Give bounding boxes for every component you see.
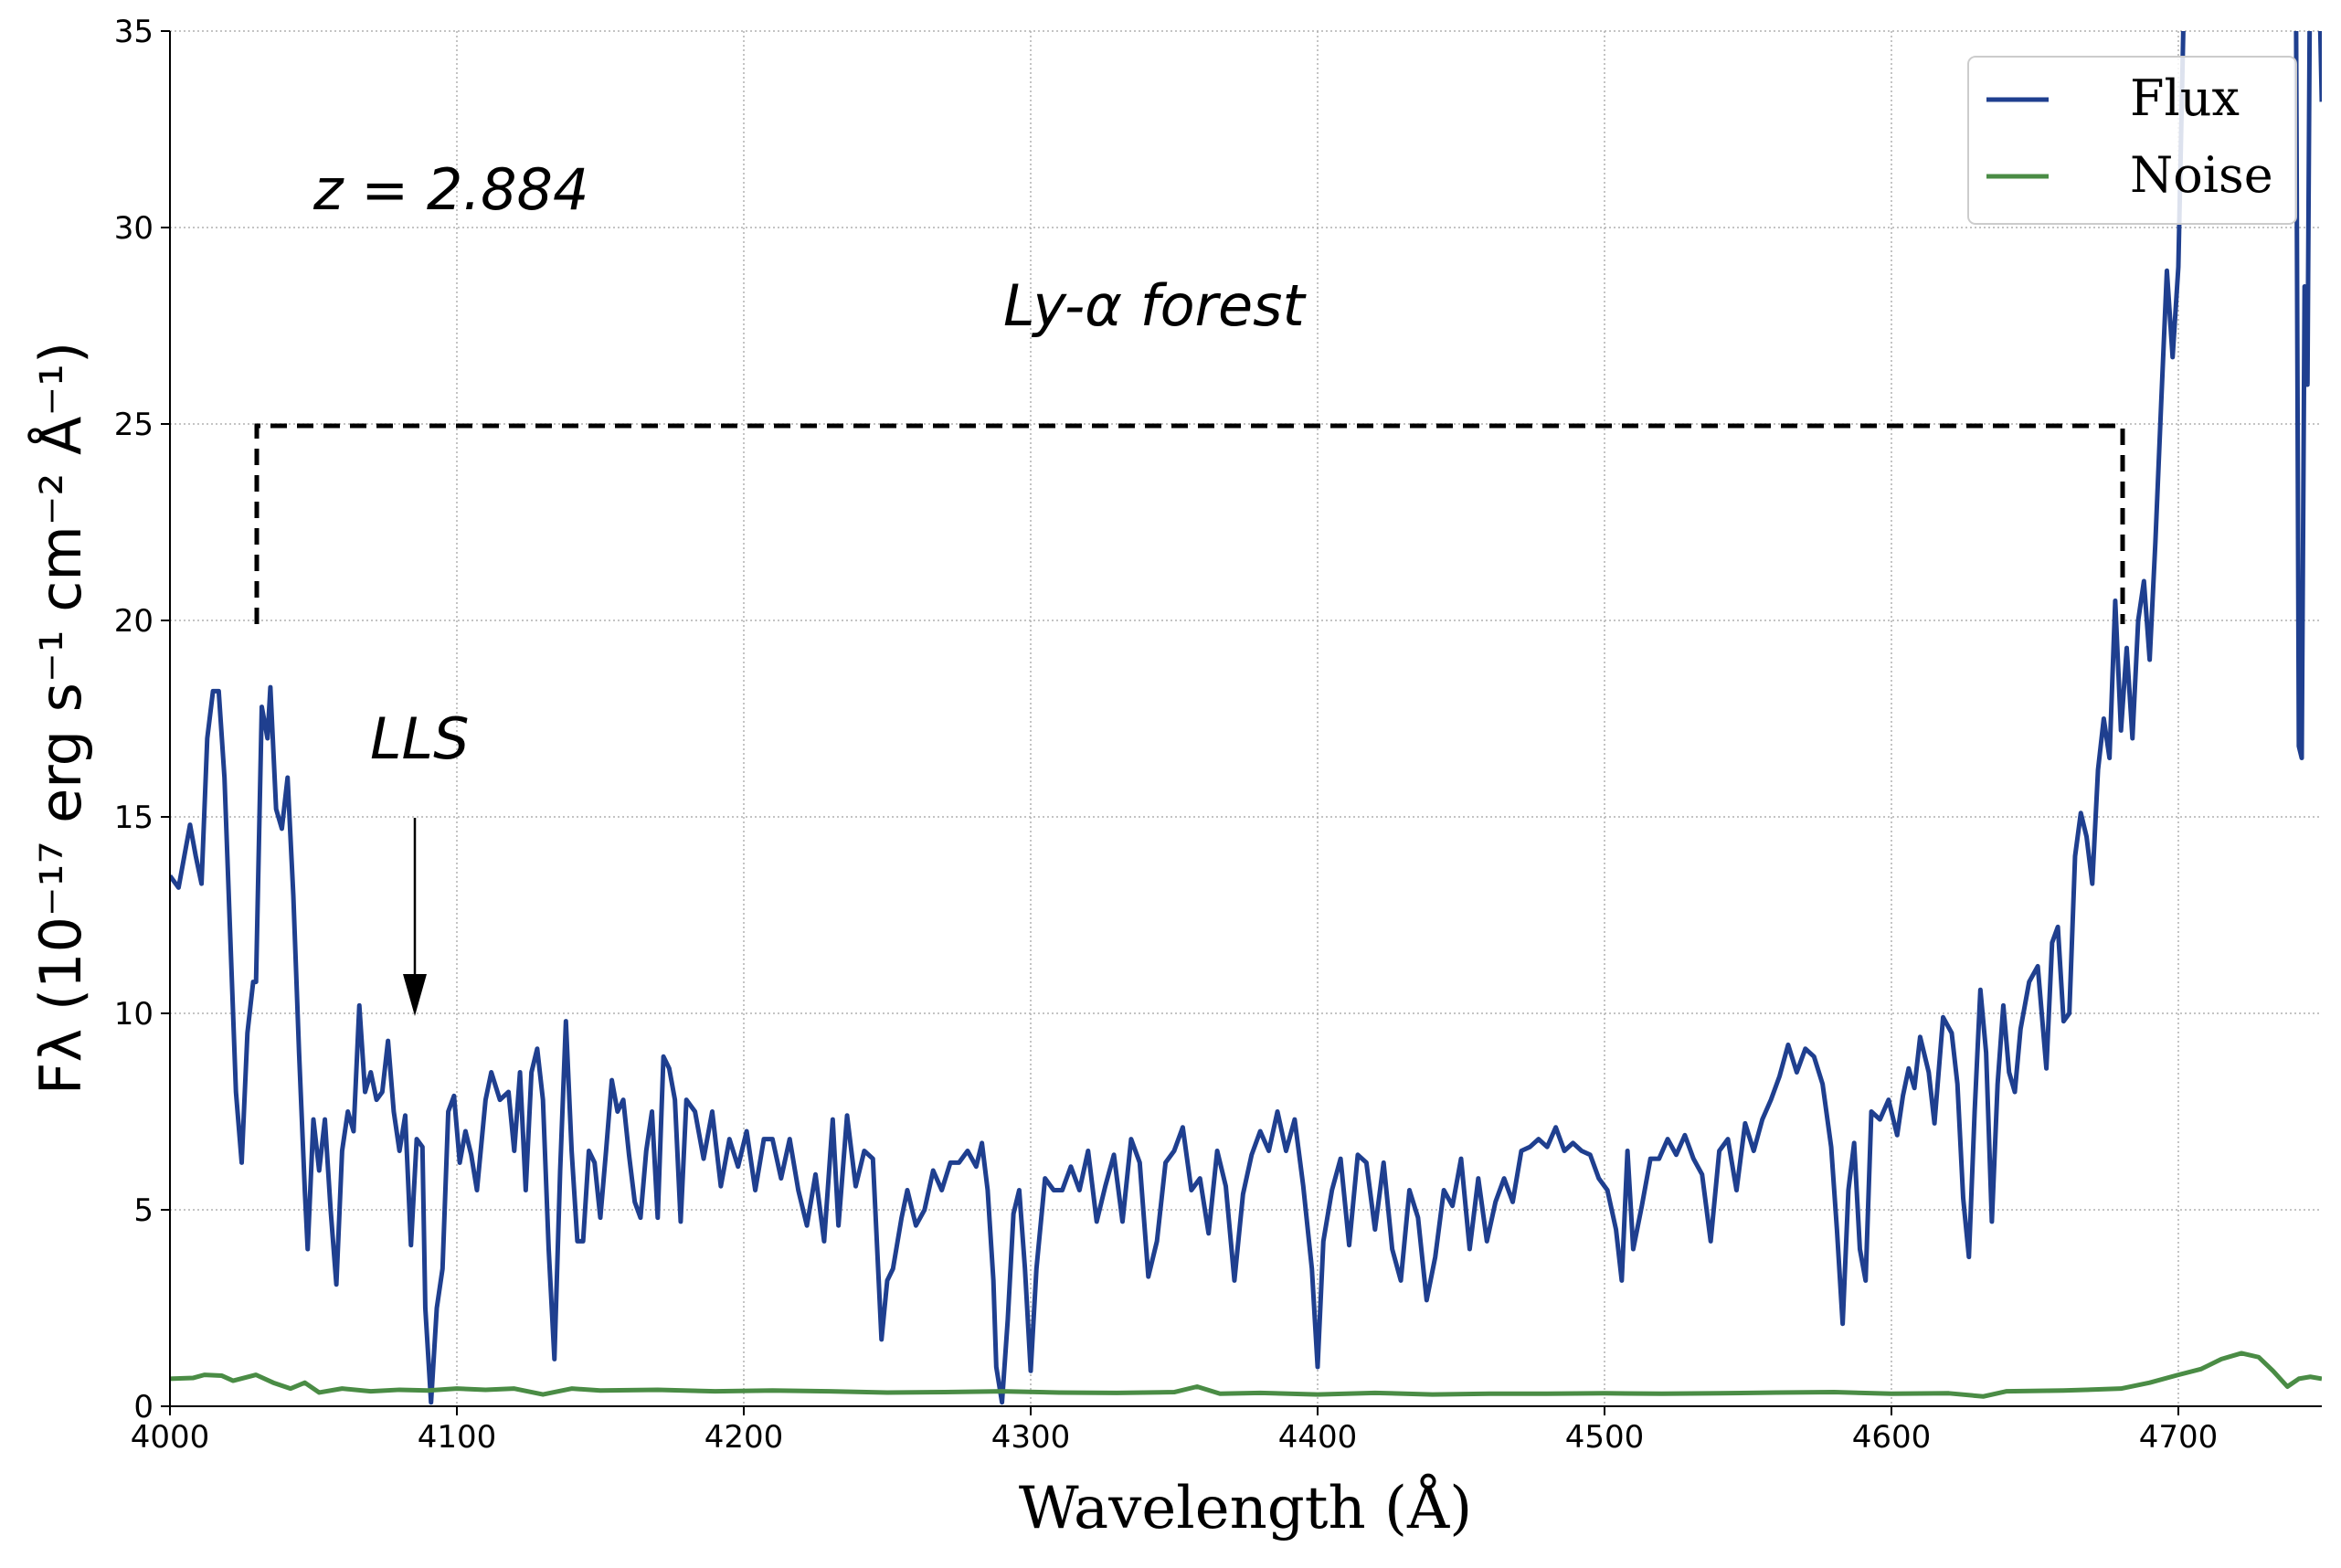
series-line — [170, 31, 2322, 1405]
legend-label: Noise — [2130, 146, 2273, 204]
x-tick-label: 4000 — [131, 1419, 210, 1456]
y-tick-label: 15 — [114, 800, 154, 836]
y-tick-label: 25 — [114, 407, 154, 443]
y-tick-label: 5 — [133, 1192, 154, 1229]
y-tick-label: 0 — [133, 1389, 154, 1425]
lls-arrow-head — [403, 974, 427, 1016]
forest-label: Ly-α forest — [1003, 272, 1307, 339]
ticks: 4000 4100 4200 4300 4400 4500 4600 4700 0 5 10 15 20… — [114, 14, 2219, 1456]
plot-area — [170, 31, 2322, 1405]
y-axis-label: Fλ (10⁻¹⁷ erg s⁻¹ cm⁻² Å⁻¹) — [27, 342, 94, 1095]
series-line — [170, 1351, 2322, 1399]
x-tick-label: 4700 — [2139, 1419, 2219, 1456]
grid — [169, 30, 2322, 1407]
x-axis-label: Wavelength (Å) — [1019, 1474, 1472, 1542]
x-tick-label: 4300 — [991, 1419, 1071, 1456]
y-tick-label: 20 — [114, 603, 154, 640]
y-tick-label: 30 — [114, 210, 154, 247]
redshift-label: z = 2.884 — [312, 156, 588, 223]
x-tick-label: 4100 — [418, 1419, 497, 1456]
lls-label: LLS — [370, 705, 469, 772]
x-tick-label: 4500 — [1565, 1419, 1645, 1456]
x-tick-label: 4600 — [1852, 1419, 1932, 1456]
legend-box — [1967, 56, 2297, 225]
x-tick-label: 4200 — [704, 1419, 784, 1456]
legend-label: Flux — [2130, 69, 2240, 127]
y-tick-label: 10 — [114, 996, 154, 1033]
forest-bracket — [254, 423, 2125, 624]
legend: Flux Noise — [1967, 56, 2297, 225]
y-tick-label: 35 — [114, 14, 154, 50]
x-tick-label: 4400 — [1278, 1419, 1358, 1456]
